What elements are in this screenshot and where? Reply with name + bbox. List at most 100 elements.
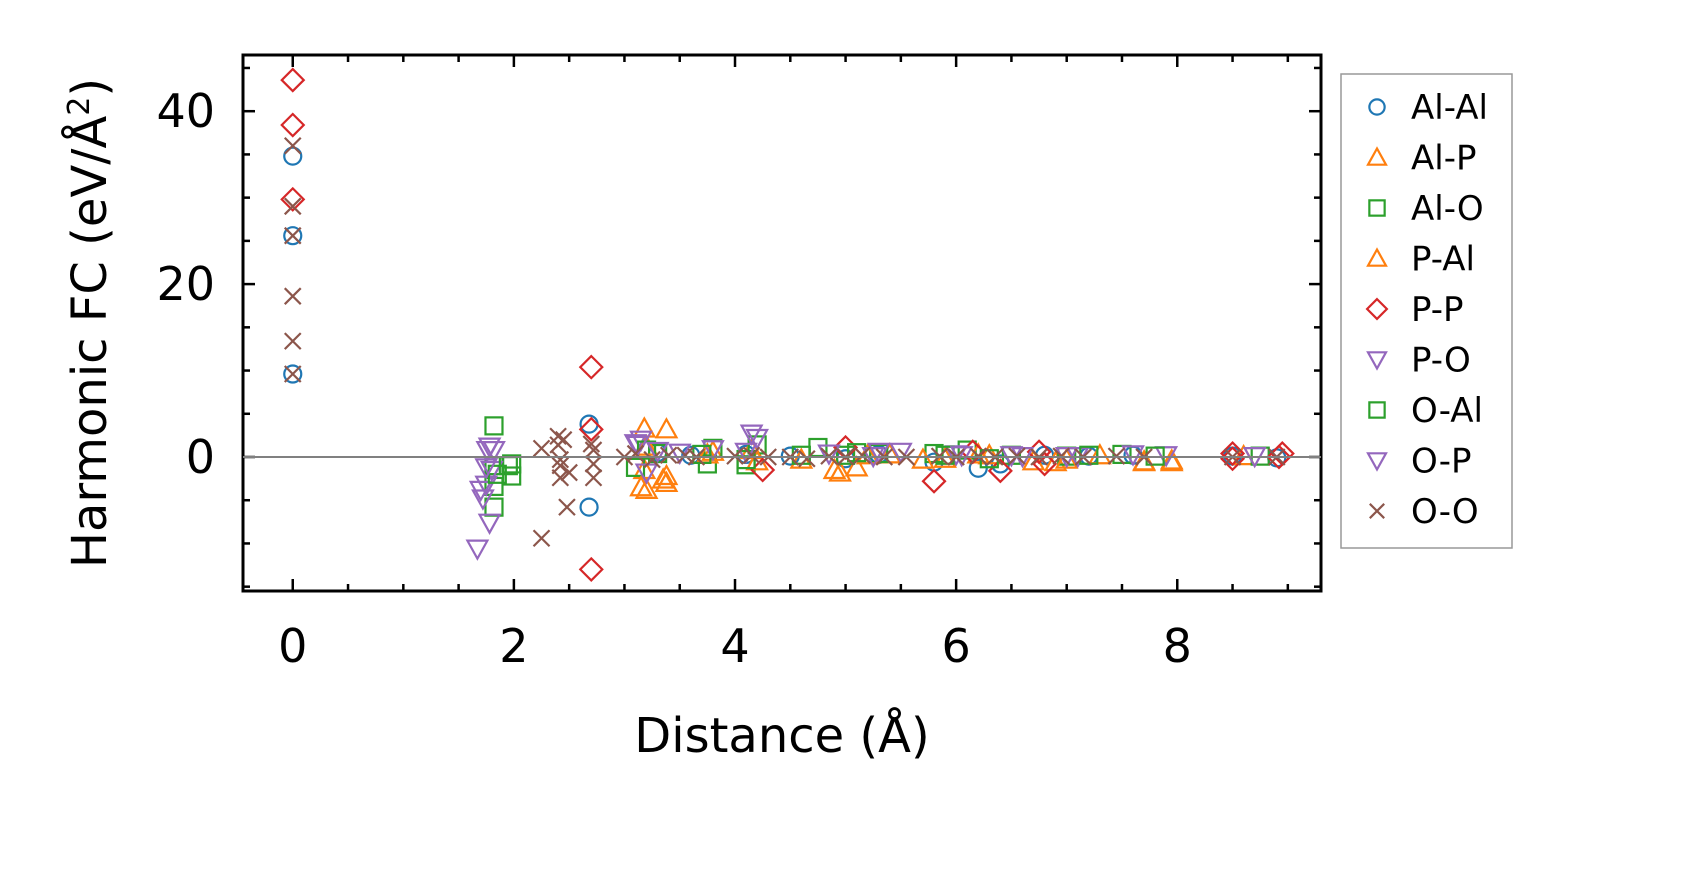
axis-ticks xyxy=(243,55,1321,591)
legend-label: Al-O xyxy=(1411,189,1484,229)
data-point xyxy=(911,447,935,469)
x-stroke xyxy=(560,463,578,482)
data-point xyxy=(283,365,302,383)
data-point xyxy=(734,442,758,465)
legend-label: O-P xyxy=(1411,442,1471,482)
data-point xyxy=(739,424,764,446)
data-point xyxy=(645,441,670,464)
x-stroke xyxy=(584,455,603,473)
data-point xyxy=(474,458,499,480)
data-point xyxy=(654,463,679,486)
data-point xyxy=(651,467,676,489)
legend-marker xyxy=(1368,199,1386,217)
data-point xyxy=(1121,445,1145,467)
x-tick-label: 4 xyxy=(720,619,749,673)
x-stroke xyxy=(626,444,645,463)
data-point xyxy=(817,444,841,466)
y-axis-label-main: Harmonic FC (eV/Å xyxy=(61,116,118,569)
tick-labels: 0 2 4 6 8 0 20 40 xyxy=(156,84,1191,673)
data-point xyxy=(745,428,769,451)
data-point xyxy=(888,442,913,465)
data-point xyxy=(629,474,653,497)
data-point xyxy=(921,468,947,494)
x-stroke xyxy=(742,446,761,465)
data-point xyxy=(1088,443,1112,465)
legend-label: O-O xyxy=(1411,492,1479,532)
x-stroke xyxy=(584,441,603,459)
data-point xyxy=(280,112,306,138)
data-point xyxy=(822,457,847,480)
data-point xyxy=(578,416,604,442)
data-point xyxy=(283,287,302,305)
x-stroke xyxy=(283,332,302,350)
x-stroke xyxy=(283,226,302,245)
x-tick-label: 8 xyxy=(1163,619,1192,673)
data-point xyxy=(465,539,490,561)
y-axis-label-close: ) xyxy=(62,78,118,97)
data-point xyxy=(798,449,816,468)
data-point xyxy=(1219,446,1246,472)
data-point xyxy=(549,427,567,446)
x-stroke xyxy=(1369,503,1385,519)
data-point xyxy=(283,226,303,246)
data-point xyxy=(582,435,601,453)
legend-marker xyxy=(1366,351,1388,371)
data-point xyxy=(654,470,679,493)
data-point xyxy=(551,468,570,487)
legend-label: O-Al xyxy=(1411,391,1483,431)
data-point xyxy=(643,450,661,469)
x-stroke xyxy=(659,446,678,465)
data-point xyxy=(1269,440,1295,467)
data-point xyxy=(659,446,678,465)
data-point xyxy=(626,444,645,463)
data-point xyxy=(701,440,725,462)
x-stroke xyxy=(283,136,302,155)
data-point xyxy=(579,497,599,517)
legend-label: P-Al xyxy=(1411,240,1475,280)
data-point xyxy=(477,513,502,535)
x-stroke xyxy=(582,435,601,453)
data-point xyxy=(283,226,302,245)
y-tick-label: 40 xyxy=(156,84,215,138)
x-tick-label: 2 xyxy=(499,619,528,673)
x-stroke xyxy=(532,439,551,458)
plot-frame xyxy=(241,53,1323,593)
y-tick-label: 20 xyxy=(156,257,215,311)
legend-marker xyxy=(1365,297,1389,321)
series-al-p xyxy=(632,416,1256,499)
x-stroke xyxy=(283,365,302,383)
legend-marker xyxy=(1368,98,1386,116)
data-point xyxy=(532,529,551,548)
data-point xyxy=(578,556,604,582)
x-stroke xyxy=(554,430,573,449)
data-point xyxy=(560,463,578,482)
legend-marker xyxy=(1366,247,1388,267)
data-point xyxy=(1159,449,1184,472)
legend-label: Al-P xyxy=(1411,139,1476,179)
data-point xyxy=(554,430,573,449)
legend-marker xyxy=(1369,503,1385,519)
x-stroke xyxy=(532,529,551,548)
data-point xyxy=(584,455,603,473)
data-point xyxy=(579,414,599,434)
x-stroke xyxy=(853,446,871,465)
data-point xyxy=(502,454,522,474)
data-point xyxy=(853,446,871,465)
x-tick-label: 0 xyxy=(278,619,307,673)
data-point xyxy=(283,197,302,216)
x-stroke xyxy=(283,197,302,216)
data-point xyxy=(283,332,302,350)
data-point xyxy=(578,354,604,380)
x-stroke xyxy=(551,450,570,469)
legend-marker xyxy=(1368,401,1386,419)
x-stroke xyxy=(558,498,576,516)
data-point xyxy=(283,364,303,384)
legend-marker xyxy=(1366,452,1388,472)
data-point xyxy=(634,477,659,499)
data-point xyxy=(475,440,500,463)
x-stroke xyxy=(549,427,567,446)
data-point xyxy=(584,468,603,487)
data-point xyxy=(558,498,576,516)
